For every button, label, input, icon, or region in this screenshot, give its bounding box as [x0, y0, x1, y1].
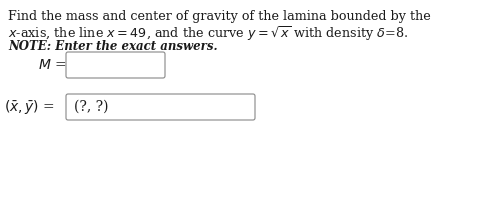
Text: (?, ?): (?, ?) [74, 100, 109, 114]
Text: $M$ =: $M$ = [38, 58, 66, 72]
FancyBboxPatch shape [66, 52, 165, 78]
Text: $x$-axis, the line $x = 49$, and the curve $y = \sqrt{x}$ with density $\delta$=: $x$-axis, the line $x = 49$, and the cur… [8, 24, 408, 43]
Text: $(\bar{x}, \bar{y})$ =: $(\bar{x}, \bar{y})$ = [4, 98, 55, 116]
Text: NOTE: Enter the exact answers.: NOTE: Enter the exact answers. [8, 40, 217, 53]
Text: Find the mass and center of gravity of the lamina bounded by the: Find the mass and center of gravity of t… [8, 10, 431, 23]
FancyBboxPatch shape [66, 94, 255, 120]
